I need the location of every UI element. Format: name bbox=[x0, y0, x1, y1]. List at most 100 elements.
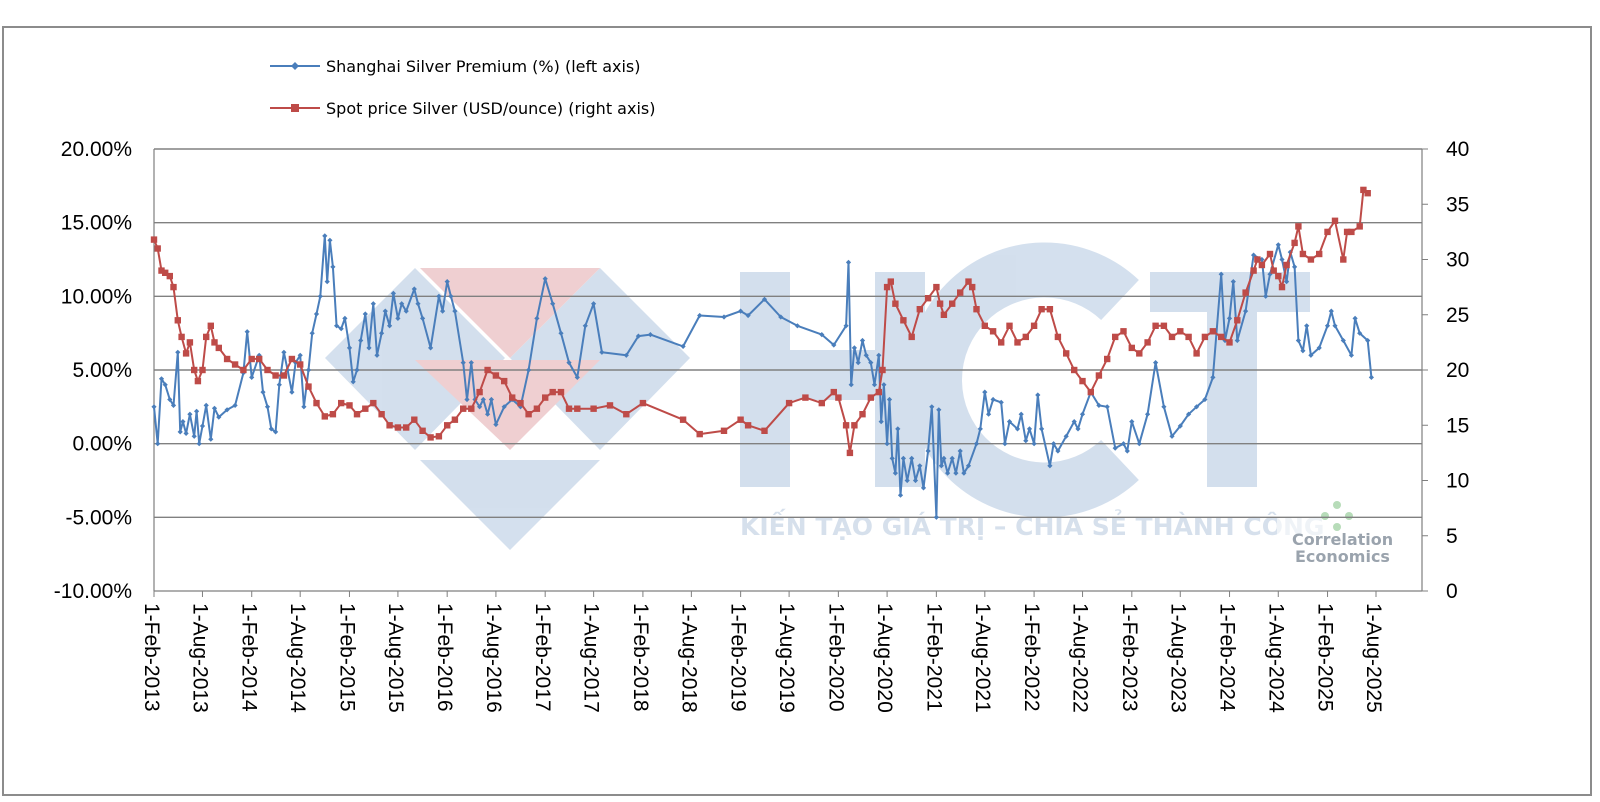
premium-point bbox=[366, 345, 372, 351]
spot-point bbox=[1136, 350, 1143, 357]
premium-point bbox=[374, 352, 380, 358]
premium-point bbox=[460, 360, 466, 366]
premium-point bbox=[953, 470, 959, 476]
premium-point bbox=[566, 360, 572, 366]
x-tick-label: 1-Aug-2023 bbox=[1166, 603, 1189, 713]
spot-point bbox=[981, 322, 988, 329]
x-tick-label: 1-Feb-2025 bbox=[1314, 603, 1337, 712]
spot-point bbox=[879, 366, 886, 374]
y-right-tick-label: 20 bbox=[1446, 359, 1469, 382]
premium-point bbox=[387, 323, 393, 329]
spot-point bbox=[378, 411, 385, 418]
premium-point bbox=[338, 326, 344, 332]
spot-point bbox=[933, 283, 940, 291]
premium-point bbox=[1018, 411, 1024, 417]
spot-point bbox=[1307, 256, 1315, 263]
premium-point bbox=[843, 323, 849, 329]
spot-point bbox=[973, 306, 980, 313]
premium-point bbox=[819, 332, 825, 338]
spot-point bbox=[720, 427, 728, 434]
x-tick-label: 1-Aug-2015 bbox=[384, 603, 407, 713]
premium-point bbox=[268, 426, 274, 432]
spot-point bbox=[696, 430, 703, 438]
spot-point bbox=[321, 413, 328, 420]
spot-point bbox=[386, 422, 393, 429]
premium-point bbox=[264, 404, 271, 410]
x-tick-label: 1-Feb-2016 bbox=[433, 603, 456, 712]
spot-point bbox=[1038, 306, 1045, 313]
premium-point bbox=[1365, 337, 1371, 344]
spot-point bbox=[419, 427, 426, 434]
spot-point bbox=[574, 405, 581, 412]
watermark-diamond-left-shape bbox=[325, 268, 505, 450]
spot-point bbox=[1242, 289, 1249, 296]
y-left-tick-label: -10.00% bbox=[54, 580, 132, 603]
spot-point bbox=[484, 366, 491, 374]
spot-point bbox=[1022, 333, 1029, 341]
premium-point bbox=[485, 411, 491, 417]
premium-point bbox=[794, 323, 800, 329]
spot-point bbox=[1343, 228, 1351, 236]
premium-point bbox=[175, 349, 181, 355]
premium-point bbox=[477, 404, 483, 410]
premium-point bbox=[158, 376, 165, 382]
spot-point bbox=[362, 405, 369, 412]
spot-point bbox=[411, 416, 418, 423]
premium-point bbox=[868, 360, 874, 366]
spot-point bbox=[186, 339, 194, 346]
premium-point bbox=[289, 389, 295, 395]
premium-point bbox=[941, 455, 947, 461]
spot-point bbox=[1250, 267, 1257, 274]
spot-point bbox=[1283, 261, 1290, 269]
spot-point bbox=[875, 388, 882, 396]
spot-point bbox=[802, 394, 809, 401]
spot-point bbox=[846, 449, 854, 457]
x-tick-label: 1-Feb-2024 bbox=[1216, 603, 1239, 712]
premium-point bbox=[297, 352, 303, 358]
premium-point bbox=[957, 448, 963, 454]
premium-point bbox=[180, 419, 186, 425]
premium-point bbox=[170, 402, 177, 408]
premium-point bbox=[897, 492, 904, 498]
y-left-tick-label: 5.00% bbox=[72, 359, 132, 382]
spot-point bbox=[1152, 322, 1159, 329]
spot-point bbox=[280, 372, 288, 379]
spot-point bbox=[154, 245, 161, 252]
premium-point bbox=[863, 352, 869, 358]
premium-point bbox=[917, 463, 923, 469]
watermark-t-stem bbox=[1207, 300, 1257, 487]
premium-point bbox=[623, 352, 629, 358]
spot-point bbox=[492, 372, 500, 379]
premium-point bbox=[420, 315, 426, 321]
spot-point bbox=[957, 289, 964, 296]
premium-point bbox=[224, 407, 230, 413]
premium-point bbox=[909, 455, 915, 461]
premium-point bbox=[440, 308, 446, 314]
spot-point bbox=[1120, 328, 1127, 335]
premium-point bbox=[1129, 419, 1135, 425]
premium-point bbox=[550, 301, 556, 307]
premium-point bbox=[1340, 337, 1346, 344]
y-right-tick-label: 0 bbox=[1446, 580, 1458, 603]
premium-point bbox=[933, 514, 939, 520]
premium-point bbox=[187, 411, 193, 417]
premium-point bbox=[362, 311, 368, 317]
y-right-tick-label: 5 bbox=[1446, 525, 1458, 548]
spot-point bbox=[1168, 333, 1176, 341]
spot-point bbox=[851, 422, 858, 429]
premium-point bbox=[1348, 352, 1354, 358]
premium-point bbox=[982, 389, 988, 395]
spot-point bbox=[1144, 339, 1151, 346]
spot-point bbox=[338, 399, 345, 407]
premium-point bbox=[162, 382, 168, 388]
premium-point bbox=[1243, 308, 1249, 314]
x-tick-label: 1-Aug-2017 bbox=[580, 603, 603, 713]
spot-point bbox=[989, 328, 997, 335]
premium-point bbox=[878, 419, 884, 425]
spot-point bbox=[867, 394, 874, 401]
watermark-c-shape bbox=[907, 242, 1139, 518]
premium-point bbox=[1002, 441, 1008, 447]
spot-point bbox=[150, 236, 158, 243]
watermark-triangle-bottom-shape bbox=[420, 460, 600, 550]
spot-point bbox=[565, 405, 573, 412]
